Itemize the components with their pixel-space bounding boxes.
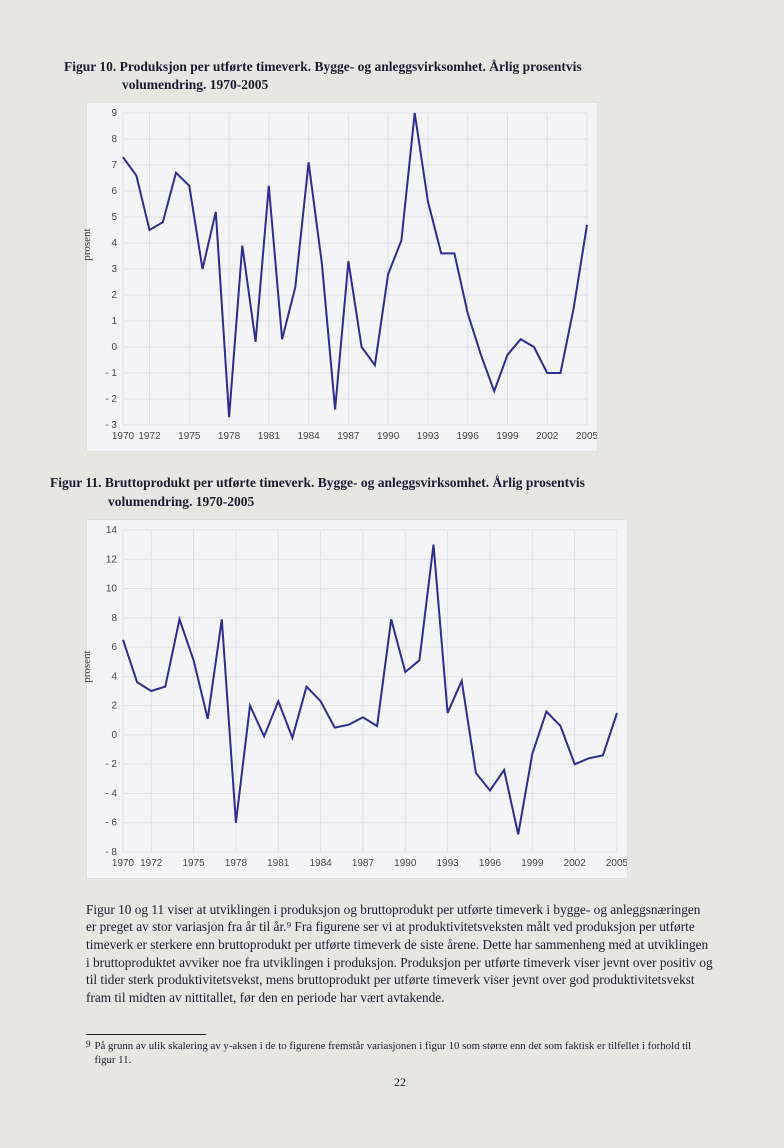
svg-text:10: 10 [106, 583, 118, 594]
figure10-chart: prosent - 3- 2- 101234567891970197219751… [86, 102, 598, 452]
footnote-marker: 9 [86, 1039, 91, 1067]
svg-text:6: 6 [111, 186, 117, 197]
footnote: 9 På grunn av ulik skalering av y-aksen … [86, 1039, 706, 1067]
svg-text:2002: 2002 [536, 431, 559, 442]
figure10-caption-line2: volumendring. 1970-2005 [64, 76, 736, 94]
svg-text:- 2: - 2 [105, 759, 117, 770]
svg-text:1993: 1993 [417, 431, 440, 442]
svg-text:- 6: - 6 [105, 818, 117, 829]
svg-text:8: 8 [111, 134, 117, 145]
svg-text:1993: 1993 [437, 858, 460, 869]
svg-text:2: 2 [111, 701, 117, 712]
svg-text:1990: 1990 [394, 858, 417, 869]
page-number: 22 [64, 1075, 736, 1090]
svg-text:1: 1 [111, 316, 117, 327]
svg-text:1975: 1975 [182, 858, 205, 869]
svg-text:5: 5 [111, 212, 117, 223]
svg-text:1981: 1981 [267, 858, 290, 869]
svg-text:- 8: - 8 [105, 847, 117, 858]
svg-text:1987: 1987 [337, 431, 360, 442]
footnote-rule [86, 1034, 206, 1035]
svg-text:1984: 1984 [309, 858, 332, 869]
svg-text:1981: 1981 [258, 431, 281, 442]
svg-text:1972: 1972 [138, 431, 161, 442]
svg-text:4: 4 [111, 671, 117, 682]
figure11-caption-line1: Figur 11. Bruttoprodukt per utførte time… [50, 475, 585, 490]
svg-text:0: 0 [111, 342, 117, 353]
svg-text:- 2: - 2 [105, 394, 117, 405]
svg-text:4: 4 [111, 238, 117, 249]
svg-text:2: 2 [111, 290, 117, 301]
svg-text:9: 9 [111, 108, 117, 119]
svg-text:1990: 1990 [377, 431, 400, 442]
figure10-ylabel: prosent [81, 229, 93, 261]
svg-text:1978: 1978 [218, 431, 241, 442]
svg-text:7: 7 [111, 160, 117, 171]
svg-text:6: 6 [111, 642, 117, 653]
svg-text:1972: 1972 [140, 858, 163, 869]
svg-text:1984: 1984 [297, 431, 320, 442]
svg-text:1996: 1996 [457, 431, 480, 442]
svg-text:14: 14 [106, 525, 118, 536]
figure11-chart: prosent - 8- 6- 4- 202468101214197019721… [86, 519, 628, 879]
svg-text:2005: 2005 [576, 431, 597, 442]
svg-text:1996: 1996 [479, 858, 502, 869]
svg-text:1999: 1999 [496, 431, 519, 442]
svg-text:- 1: - 1 [105, 368, 117, 379]
svg-text:3: 3 [111, 264, 117, 275]
body-paragraph: Figur 10 og 11 viser at utviklingen i pr… [86, 901, 714, 1006]
figure10-caption-line1: Figur 10. Produksjon per utførte timever… [64, 59, 582, 74]
svg-text:2005: 2005 [606, 858, 627, 869]
figure11-caption: Figur 11. Bruttoprodukt per utførte time… [50, 474, 736, 510]
svg-text:8: 8 [111, 613, 117, 624]
svg-text:1999: 1999 [521, 858, 544, 869]
figure11-ylabel: prosent [81, 650, 93, 682]
figure11-caption-line2: volumendring. 1970-2005 [50, 493, 736, 511]
figure10-caption: Figur 10. Produksjon per utførte timever… [64, 58, 736, 94]
svg-text:- 4: - 4 [105, 788, 117, 799]
svg-text:- 3: - 3 [105, 420, 117, 431]
svg-text:0: 0 [111, 730, 117, 741]
footnote-text: På grunn av ulik skalering av y-aksen i … [95, 1039, 707, 1067]
svg-text:12: 12 [106, 554, 118, 565]
svg-text:2002: 2002 [564, 858, 587, 869]
svg-text:1970: 1970 [112, 858, 135, 869]
svg-text:1978: 1978 [225, 858, 248, 869]
svg-text:1975: 1975 [178, 431, 201, 442]
svg-text:1987: 1987 [352, 858, 375, 869]
svg-text:1970: 1970 [112, 431, 135, 442]
